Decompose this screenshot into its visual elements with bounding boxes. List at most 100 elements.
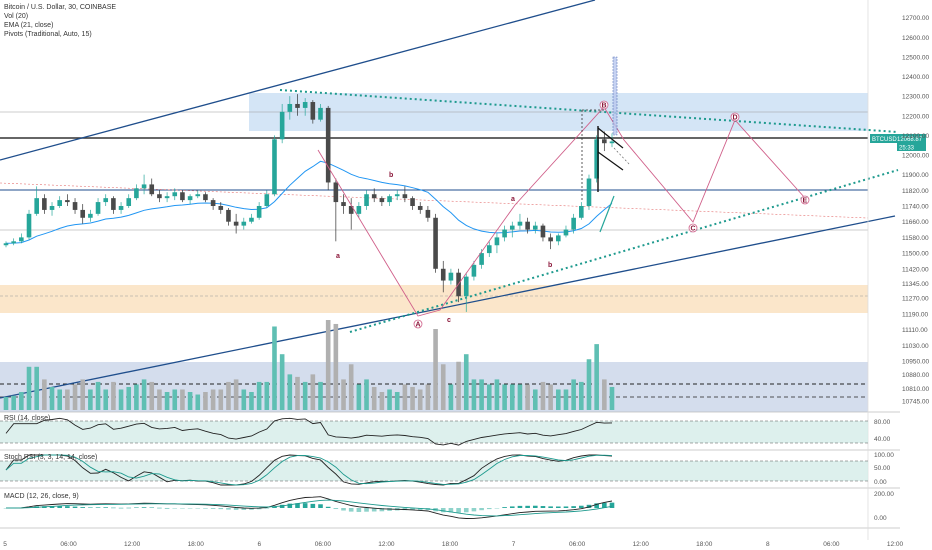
- price-axis: 12700.00 12600.00 12500.00 12400.00 12300.00…: [902, 15, 929, 406]
- candle: [256, 202, 262, 220]
- macd-bar: [103, 507, 109, 508]
- candle: [141, 174, 147, 195]
- macd-bar: [463, 508, 469, 513]
- candle: [295, 94, 300, 116]
- x-tick-label: 6: [257, 541, 261, 548]
- volume-bar: [256, 381, 262, 410]
- volume-bar: [172, 389, 178, 410]
- candle: [425, 206, 431, 222]
- macd-bar: [310, 503, 316, 508]
- volume-bar: [540, 381, 546, 410]
- wave-label-c: C: [691, 226, 696, 233]
- candle: [249, 213, 254, 224]
- macd-bar: [609, 502, 615, 508]
- macd-bar: [295, 503, 300, 508]
- macd-bar: [556, 506, 561, 508]
- macd-bar: [210, 508, 216, 509]
- flag-pattern: [581, 56, 631, 233]
- volume-bar: [356, 384, 362, 410]
- volume-bar: [410, 386, 415, 410]
- macd-bar: [65, 506, 70, 508]
- wave-marker-e: [800, 195, 810, 205]
- macd-bar: [72, 506, 78, 508]
- macd-pane: MACD (12, 26, close, 9) 200.00 0.00: [3, 491, 894, 522]
- candle: [517, 213, 523, 230]
- rsi-tick-40: 40.00: [874, 436, 891, 443]
- volume-bar: [11, 395, 16, 410]
- candle: [609, 133, 615, 148]
- volume-bar: [233, 379, 239, 410]
- subwave-label-b2: b: [548, 262, 552, 269]
- volume-bar: [19, 392, 24, 410]
- volume-bar: [218, 389, 224, 410]
- candle: [371, 188, 377, 203]
- chart-title: Bitcoin / U.S. Dollar, 30, COINBASE: [4, 4, 116, 11]
- macd-bar: [417, 508, 423, 510]
- candle: [19, 233, 24, 244]
- volume-bar: [310, 374, 316, 410]
- candle: [540, 223, 546, 242]
- candle: [494, 233, 500, 254]
- macd-bar: [88, 507, 93, 508]
- wave-label-e: E: [803, 198, 808, 205]
- y-tick-label: 12400.00: [902, 74, 929, 81]
- stoch-k-line: [5, 454, 613, 486]
- wave-marker-a: [413, 319, 423, 329]
- macd-bar: [134, 507, 139, 508]
- rsi-label: RSI (14, close): [4, 415, 50, 422]
- candle: [318, 103, 323, 122]
- pivots-legend: Pivots (Traditional, Auto, 15): [4, 31, 92, 38]
- macd-bar: [440, 508, 446, 513]
- candle: [149, 178, 155, 197]
- macd-bar: [348, 508, 354, 512]
- macd-bar: [325, 506, 331, 508]
- volume-bar: [141, 379, 147, 410]
- candle: [187, 194, 193, 205]
- y-tick-label: 11420.00: [902, 266, 929, 273]
- volume-bar: [371, 386, 377, 410]
- candle: [203, 192, 208, 203]
- macd-bar: [126, 507, 132, 509]
- candle: [325, 105, 331, 191]
- volume-bar: [3, 397, 9, 410]
- candle: [287, 96, 293, 120]
- x-tick-label: 18:00: [442, 541, 459, 548]
- macd-bar: [356, 508, 362, 512]
- macd-bar: [80, 507, 86, 508]
- volume-bar: [95, 381, 101, 410]
- volume-bar: [387, 389, 392, 410]
- macd-bar: [111, 507, 116, 509]
- candle: [402, 186, 408, 203]
- volume-bar: [49, 386, 55, 410]
- volume-bar: [448, 384, 454, 410]
- candle: [42, 194, 47, 214]
- volume-bar: [417, 389, 423, 410]
- subwave-label-a2: a: [511, 196, 515, 203]
- y-tick-label: 12500.00: [902, 54, 929, 61]
- candle: [410, 196, 415, 210]
- y-tick-label: 11500.00: [902, 251, 929, 258]
- candle: [532, 221, 538, 234]
- x-tick-label: 5: [3, 541, 7, 548]
- candle: [394, 190, 400, 201]
- volume-bar: [279, 354, 285, 410]
- macd-bar: [517, 505, 523, 508]
- macd-bar: [118, 507, 124, 509]
- macd-bar: [180, 508, 185, 509]
- stoch-label: Stoch RSI (3, 3, 14, 14, close): [4, 454, 97, 461]
- candle: [279, 103, 285, 144]
- volume-bar: [241, 389, 247, 410]
- volume-bar: [26, 366, 32, 410]
- wave-marker-c: [688, 223, 698, 233]
- candle: [333, 178, 339, 242]
- candle: [348, 198, 354, 230]
- volume-bar: [333, 323, 339, 410]
- candle: [364, 190, 369, 210]
- rsi-pane: RSI (14, close) 80.00 40.00: [0, 415, 891, 446]
- macd-bar: [233, 508, 239, 510]
- candle: [571, 213, 576, 234]
- volume-bar: [486, 384, 492, 410]
- volume-bar: [80, 379, 86, 410]
- volume-bar: [609, 386, 615, 410]
